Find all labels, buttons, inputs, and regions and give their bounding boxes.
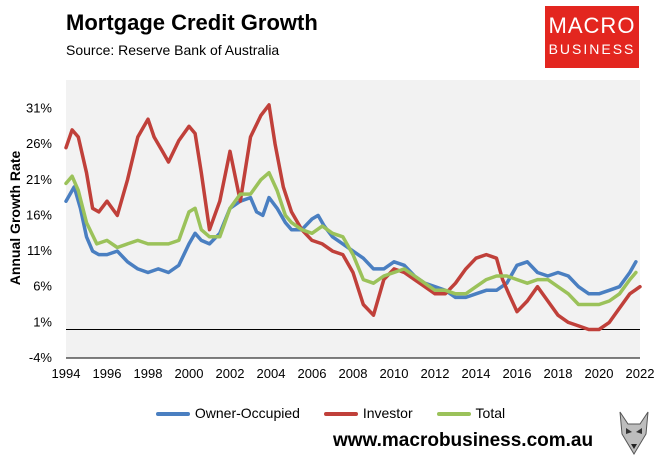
x-tick-label: 2012 (421, 366, 450, 381)
y-tick-label: 11% (27, 243, 52, 258)
legend-investor: Investor (323, 405, 413, 421)
x-tick-label: 2022 (626, 366, 655, 381)
x-tick-label: 2000 (175, 366, 204, 381)
x-tick-label: 2014 (462, 366, 491, 381)
series-line-investor (64, 103, 642, 332)
chart-legend: Owner-Occupied Investor Total (0, 405, 661, 421)
x-tick-label: 2008 (339, 366, 368, 381)
y-axis-label: Annual Growth Rate (7, 151, 23, 286)
x-tick-label: 2006 (298, 366, 327, 381)
x-tick-label: 2020 (585, 366, 614, 381)
line-chart: -4% 1% 6% 11% 16% 21% 26% 31% 1994 1996 1998 2000 2… (7, 80, 655, 381)
chart-source: Source: Reserve Bank of Australia (66, 42, 280, 58)
y-tick-label: 6% (33, 279, 52, 294)
wolf-mascot-icon (619, 411, 649, 455)
website-url: www.macrobusiness.com.au (333, 430, 594, 451)
y-tick-label: 26% (26, 136, 52, 151)
y-tick-label: -4% (29, 350, 53, 365)
series-layer (64, 103, 642, 332)
y-tick-label: 1% (33, 314, 52, 329)
legend-swatch-owner (155, 412, 190, 417)
x-tick-label: 1998 (134, 366, 163, 381)
legend-label-investor: Investor (362, 405, 413, 421)
y-tick-label: 16% (26, 207, 52, 222)
y-tick-label: 31% (26, 101, 52, 116)
y-tick-label: 21% (26, 172, 52, 187)
legend-swatch-total (436, 412, 471, 417)
legend-label-owner: Owner-Occupied (194, 405, 300, 421)
legend-swatch-investor (323, 412, 358, 417)
x-tick-label: 1994 (52, 366, 81, 381)
x-axis: 1994 1996 1998 2000 2002 2004 2006 2008 2010 2012… (52, 366, 655, 381)
x-tick-label: 2004 (257, 366, 286, 381)
legend-label-total: Total (475, 405, 506, 421)
x-tick-label: 1996 (93, 366, 122, 381)
x-tick-label: 2002 (216, 366, 245, 381)
legend-owner-occupied: Owner-Occupied (155, 405, 300, 421)
x-tick-label: 2018 (544, 366, 573, 381)
logo-line-1: MACRO (548, 13, 636, 38)
series-line-total (64, 170, 638, 307)
logo-line-2: BUSINESS (548, 41, 636, 57)
legend-total: Total (436, 405, 506, 421)
macrobusiness-logo: MACRO BUSINESS (545, 6, 639, 68)
y-axis: -4% 1% 6% 11% 16% 21% 26% 31% (26, 101, 52, 365)
x-tick-label: 2010 (380, 366, 409, 381)
plot-area (66, 80, 640, 358)
chart-title: Mortgage Credit Growth (66, 10, 318, 35)
x-tick-label: 2016 (503, 366, 532, 381)
